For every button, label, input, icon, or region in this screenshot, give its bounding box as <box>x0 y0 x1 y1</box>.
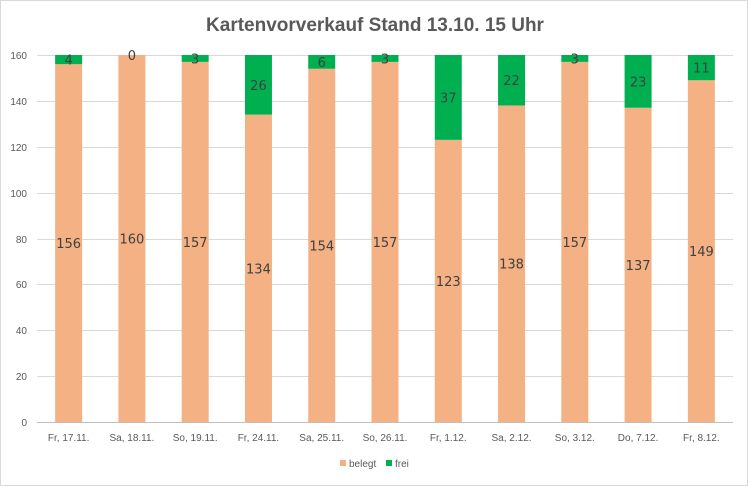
legend-label-frei: frei <box>395 459 409 470</box>
data-label-frei: 0 <box>128 49 136 64</box>
bar-frei <box>55 55 83 65</box>
x-tick-label: Fr, 8.12. <box>683 433 720 444</box>
data-label-belegt: 134 <box>246 262 271 277</box>
x-tick-label: Sa, 25.11. <box>299 433 344 444</box>
x-tick-label: Do, 7.12. <box>618 433 659 444</box>
bar-belegt <box>498 105 526 423</box>
data-label-frei: 11 <box>693 62 710 77</box>
bar-belegt <box>308 68 336 422</box>
data-label-belegt: 160 <box>119 233 144 248</box>
data-label-belegt: 156 <box>56 237 81 252</box>
bar-frei <box>308 55 336 69</box>
data-label-frei: 3 <box>571 52 579 67</box>
legend-swatch-belegt <box>340 460 346 466</box>
legend-label-belegt: belegt <box>349 459 376 470</box>
data-label-belegt: 149 <box>689 245 714 260</box>
bar-belegt <box>561 61 589 422</box>
bar-frei <box>371 55 399 62</box>
x-tick-label: So, 3.12. <box>555 433 595 444</box>
bars: 156 4 160 0 157 3 134 26 154 6 157 3 123 37 138 22 157 3 1… <box>55 49 715 423</box>
data-label-frei: 23 <box>630 75 647 90</box>
bar-frei <box>244 55 272 115</box>
data-label-frei: 22 <box>503 74 520 89</box>
y-tick-label: 140 <box>10 97 27 108</box>
bar-belegt <box>244 114 272 422</box>
x-tick-label: Sa, 18.11. <box>109 433 154 444</box>
x-tick-label: Fr, 24.11. <box>238 433 280 444</box>
y-axis-tick-labels: 0 20 40 60 80 100 120 140 160 <box>10 51 27 429</box>
bar-frei <box>687 55 715 81</box>
y-tick-label: 20 <box>16 372 28 383</box>
bar-frei <box>561 55 589 62</box>
x-tick-label: So, 26.11. <box>363 433 408 444</box>
y-tick-label: 0 <box>21 418 27 429</box>
data-label-belegt: 157 <box>562 236 587 251</box>
y-tick-label: 120 <box>10 143 27 154</box>
y-tick-label: 160 <box>10 51 27 62</box>
x-tick-label: Sa, 2.12. <box>492 433 532 444</box>
x-tick-label: So, 19.11. <box>173 433 218 444</box>
legend: belegt frei <box>340 459 409 470</box>
data-label-belegt: 137 <box>626 259 651 274</box>
bar-frei <box>181 55 209 62</box>
bar-belegt <box>624 107 652 422</box>
data-label-frei: 37 <box>440 91 457 106</box>
bar-belegt <box>181 61 209 422</box>
data-label-belegt: 154 <box>309 239 334 254</box>
data-label-frei: 3 <box>191 52 199 67</box>
bar-belegt <box>118 55 146 422</box>
data-label-belegt: 138 <box>499 258 524 273</box>
y-tick-label: 80 <box>16 235 28 246</box>
bar-frei <box>624 55 652 108</box>
bar-belegt <box>687 80 715 422</box>
legend-swatch-frei <box>386 460 392 466</box>
data-label-frei: 3 <box>381 52 389 67</box>
data-label-frei: 26 <box>250 79 267 94</box>
y-tick-label: 100 <box>10 189 27 200</box>
data-label-belegt: 157 <box>183 236 208 251</box>
data-label-belegt: 157 <box>373 236 398 251</box>
bar-frei <box>498 55 526 106</box>
y-tick-label: 40 <box>16 326 28 337</box>
chart-title: Kartenvorverkauf Stand 13.10. 15 Uhr <box>206 15 545 36</box>
data-label-frei: 6 <box>318 56 326 71</box>
bar-belegt <box>371 61 399 422</box>
y-tick-label: 60 <box>16 280 28 291</box>
bar-frei <box>434 55 462 140</box>
data-label-frei: 4 <box>64 54 72 69</box>
data-label-belegt: 123 <box>436 275 461 290</box>
bar-belegt <box>434 139 462 422</box>
x-axis-tick-labels: Fr, 17.11. Sa, 18.11. So, 19.11. Fr, 24.11.… <box>48 433 720 444</box>
x-tick-label: Fr, 17.11. <box>48 433 90 444</box>
bar-belegt <box>55 64 83 423</box>
x-tick-label: Fr, 1.12. <box>430 433 467 444</box>
